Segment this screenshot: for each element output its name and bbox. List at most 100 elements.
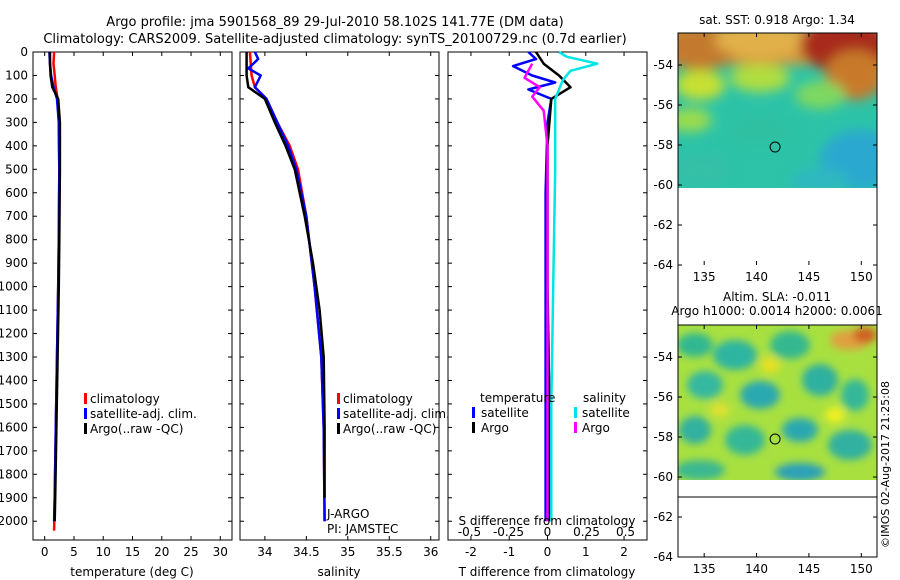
- y-tick-label: 200: [5, 92, 28, 106]
- lat-tick-label: -54: [653, 58, 673, 72]
- salinity-axes-frame: [239, 51, 440, 541]
- series-line-salinity-satellite: [550, 50, 599, 522]
- x2-tick-label: 0: [544, 525, 552, 539]
- x-tick-label: 34.5: [293, 545, 320, 559]
- lat-tick-label: -58: [653, 138, 673, 152]
- series-line-argo-raw-qc-: [48, 52, 62, 522]
- series-line-satellite-adj-clim-: [247, 51, 326, 522]
- y-tick-label: 900: [5, 256, 28, 270]
- lat-tick-label: -62: [653, 218, 673, 232]
- lat-tick-label: -54: [653, 350, 673, 364]
- series-line-salinity-argo: [523, 63, 549, 522]
- credit-timestamp: ©IMOS 02-Aug-2017 21:25:08: [879, 381, 892, 548]
- lat-tick-label: -56: [653, 98, 673, 112]
- sla-map-title-line2: Argo h1000: 0.0014 h2000: 0.0061: [671, 304, 883, 318]
- y-tick-label: 400: [5, 139, 28, 153]
- temperature-xlabel: temperature (deg C): [70, 565, 193, 579]
- sst-heatmap-image: [678, 33, 877, 188]
- y-tick-label: 1100: [0, 303, 28, 317]
- x-tick-label: 36: [423, 545, 438, 559]
- sst-map-panel: sat. SST: 0.918 Argo: 1.34 -54 -56 -58 -60 -…: [653, 13, 878, 498]
- y-tick-label: 1400: [0, 373, 28, 387]
- temperature-axes-frame: [32, 51, 233, 541]
- series-line-temperature-argo: [534, 51, 572, 522]
- y-tick-label: 1300: [0, 350, 28, 364]
- legend-label-satellite: satellite-adj. clim.: [90, 407, 197, 421]
- float-program-label: J-ARGO: [326, 507, 369, 521]
- x2-tick-label: 0.25: [573, 525, 600, 539]
- legend-header-salinity: salinity: [583, 391, 626, 405]
- legend-swatch-sal-argo: [574, 422, 577, 433]
- salinity-xlabel: salinity: [317, 565, 360, 579]
- legend-label-satellite: satellite-adj. clim.: [343, 407, 450, 421]
- lat-tick-label: -64: [653, 550, 673, 564]
- lon-tick-label: 145: [797, 562, 820, 576]
- lat-tick-label: -62: [653, 510, 673, 524]
- lat-tick-label: -64: [653, 258, 673, 272]
- x-tick-label: 5: [70, 545, 78, 559]
- y-tick-label: 300: [5, 115, 28, 129]
- x2-tick-label: 0.5: [616, 525, 635, 539]
- legend-swatch-satellite: [84, 408, 87, 419]
- legend-label-temp-argo: Argo: [481, 421, 509, 435]
- lon-tick-label: 135: [693, 270, 716, 284]
- legend-label-argo: Argo(..raw -QC): [343, 422, 436, 436]
- legend-label-climatology: climatology: [90, 392, 160, 406]
- y-tick-label: 1000: [0, 280, 28, 294]
- legend-swatch-climatology: [337, 393, 340, 404]
- y-tick-label: 600: [5, 186, 28, 200]
- x-tick-label: 30: [213, 545, 228, 559]
- x-tick-label: 10: [96, 545, 111, 559]
- x-tick-label: 35: [340, 545, 355, 559]
- lon-tick-label: 150: [850, 270, 873, 284]
- float-pi-label: PI: JAMSTEC: [327, 522, 398, 536]
- lat-tick-label: -56: [653, 390, 673, 404]
- lat-tick-label: -60: [653, 470, 673, 484]
- sla-map-panel: Altim. SLA: -0.011 Argo h1000: 0.0014 h2…: [653, 290, 882, 576]
- legend-swatch-temp-argo: [472, 422, 475, 433]
- legend-swatch-argo: [337, 423, 340, 434]
- x-tick-label: -1: [503, 545, 515, 559]
- y-tick-label: 800: [5, 233, 28, 247]
- x-tick-label: -2: [465, 545, 477, 559]
- y-tick-label: 1800: [0, 467, 28, 481]
- sla-heatmap-image: [678, 325, 877, 480]
- figure-title-line2: Climatology: CARS2009. Satellite-adjuste…: [43, 32, 626, 47]
- legend-swatch-climatology: [84, 393, 87, 404]
- x-tick-label: 15: [125, 545, 140, 559]
- x2-tick-label: -0.25: [493, 525, 524, 539]
- argo-position-marker: [769, 141, 781, 153]
- x-tick-label: 34: [257, 545, 272, 559]
- y-tick-label: 1900: [0, 491, 28, 505]
- lon-tick-label: 140: [745, 270, 768, 284]
- x2-tick-label: -0.5: [458, 525, 481, 539]
- legend-swatch-sal-satellite: [574, 407, 577, 418]
- series-line-temperature-satellite: [511, 51, 557, 522]
- temperature-panel: 0100200300400500600700800900100011001200…: [0, 45, 233, 579]
- legend-label-argo: Argo(..raw -QC): [90, 422, 183, 436]
- temperature-legend: climatology satellite-adj. clim. Argo(..…: [84, 392, 197, 436]
- x-tick-label: 20: [154, 545, 169, 559]
- salinity-panel: 34 34.5 35 35.5 36 salinity climatology sate…: [239, 51, 450, 579]
- y-tick-label: 1600: [0, 420, 28, 434]
- sla-map-title-line1: Altim. SLA: -0.011: [723, 290, 831, 304]
- sla-map-frame: [677, 324, 878, 558]
- lat-tick-label: -60: [653, 178, 673, 192]
- lon-tick-label: 150: [850, 562, 873, 576]
- lon-tick-label: 135: [693, 562, 716, 576]
- lon-tick-label: 140: [745, 562, 768, 576]
- difference-legend: temperature salinity satellite Argo sate…: [472, 391, 630, 435]
- y-tick-label: 1500: [0, 397, 28, 411]
- x-tick-label: 0: [544, 545, 552, 559]
- legend-swatch-satellite: [337, 408, 340, 419]
- s-difference-xlabel: S difference from climatology: [459, 514, 636, 528]
- x-tick-label: 1: [582, 545, 590, 559]
- y-tick-label: 0: [20, 45, 28, 59]
- difference-panel: -2 -1 0 1 2 -0.5 -0.25 0 0.25 0.5 S difference f…: [447, 50, 648, 579]
- argo-position-marker: [769, 433, 781, 445]
- y-tick-label: 1700: [0, 444, 28, 458]
- legend-swatch-argo: [84, 423, 87, 434]
- legend-label-sal-satellite: satellite: [582, 406, 630, 420]
- lat-tick-label: -58: [653, 430, 673, 444]
